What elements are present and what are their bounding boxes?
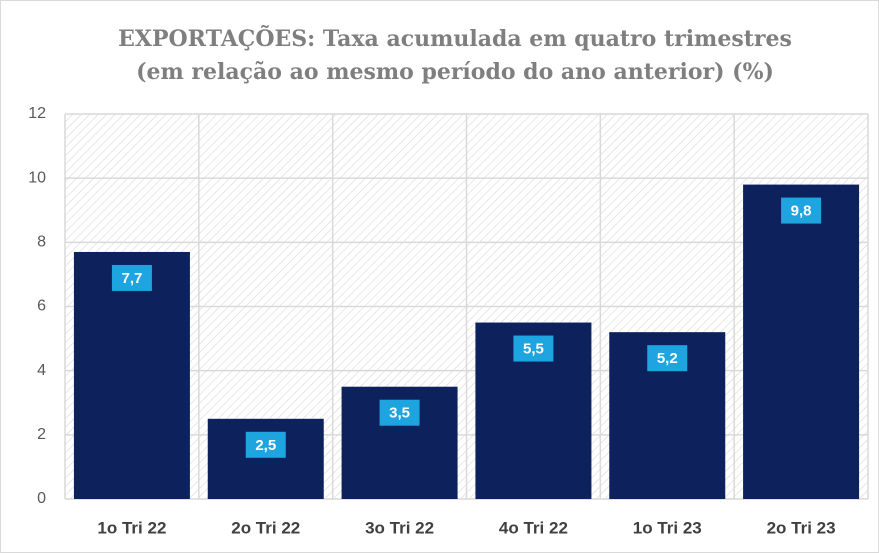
x-tick-label: 2o Tri 23 (767, 518, 836, 537)
value-label: 9,8 (791, 203, 812, 220)
value-label: 7,7 (121, 270, 142, 287)
y-tick-label: 0 (37, 490, 46, 507)
y-tick-label: 12 (28, 105, 46, 122)
chart-title: EXPORTAÇÕES: Taxa acumulada em quatro tr… (118, 25, 792, 52)
value-label: 3,5 (389, 405, 410, 422)
x-tick-label: 3o Tri 22 (365, 518, 434, 537)
value-label-box (781, 197, 822, 224)
value-label-box (647, 345, 688, 372)
x-tick-label: 1o Tri 23 (633, 518, 702, 537)
value-label-box (111, 264, 152, 291)
value-label: 5,2 (657, 350, 678, 367)
chart-subtitle: (em relação ao mesmo período do ano ante… (136, 59, 774, 85)
x-tick-label: 1o Tri 22 (97, 518, 166, 537)
y-tick-label: 8 (37, 234, 46, 251)
bar (73, 251, 190, 499)
bar (743, 184, 860, 500)
y-tick-label: 10 (28, 169, 46, 186)
bar (207, 418, 324, 499)
value-label-box (245, 431, 286, 458)
value-label: 2,5 (255, 437, 276, 454)
x-tick-label: 2o Tri 22 (231, 518, 300, 537)
value-label-box (513, 335, 554, 362)
value-label-box (379, 399, 420, 426)
y-tick-label: 2 (37, 426, 46, 443)
y-tick-label: 4 (37, 362, 46, 379)
value-label: 5,5 (523, 341, 544, 358)
x-tick-label: 4o Tri 22 (499, 518, 568, 537)
y-tick-label: 6 (37, 298, 46, 315)
